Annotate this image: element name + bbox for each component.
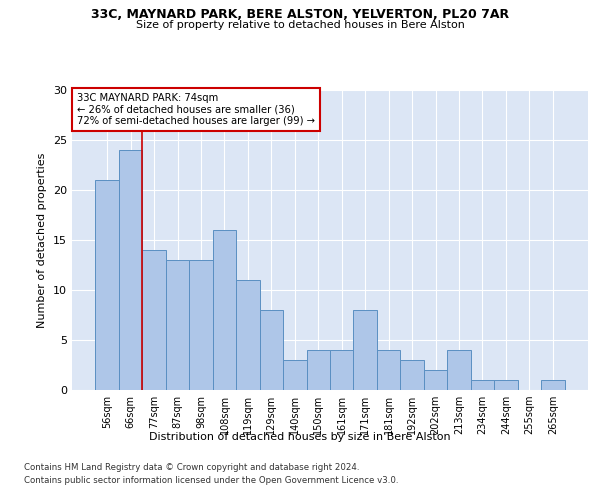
Bar	[330, 350, 353, 390]
Bar	[95, 180, 119, 390]
Text: Contains HM Land Registry data © Crown copyright and database right 2024.: Contains HM Land Registry data © Crown c…	[24, 464, 359, 472]
Bar	[353, 310, 377, 390]
Bar	[142, 250, 166, 390]
Text: 33C MAYNARD PARK: 74sqm
← 26% of detached houses are smaller (36)
72% of semi-de: 33C MAYNARD PARK: 74sqm ← 26% of detache…	[77, 93, 315, 126]
Bar	[494, 380, 518, 390]
Bar	[236, 280, 260, 390]
Text: Contains public sector information licensed under the Open Government Licence v3: Contains public sector information licen…	[24, 476, 398, 485]
Text: 33C, MAYNARD PARK, BERE ALSTON, YELVERTON, PL20 7AR: 33C, MAYNARD PARK, BERE ALSTON, YELVERTO…	[91, 8, 509, 20]
Y-axis label: Number of detached properties: Number of detached properties	[37, 152, 47, 328]
Text: Distribution of detached houses by size in Bere Alston: Distribution of detached houses by size …	[149, 432, 451, 442]
Bar	[283, 360, 307, 390]
Bar	[189, 260, 213, 390]
Bar	[424, 370, 447, 390]
Bar	[377, 350, 400, 390]
Bar	[541, 380, 565, 390]
Bar	[471, 380, 494, 390]
Bar	[260, 310, 283, 390]
Text: Size of property relative to detached houses in Bere Alston: Size of property relative to detached ho…	[136, 20, 464, 30]
Bar	[119, 150, 142, 390]
Bar	[447, 350, 471, 390]
Bar	[166, 260, 189, 390]
Bar	[400, 360, 424, 390]
Bar	[213, 230, 236, 390]
Bar	[307, 350, 330, 390]
